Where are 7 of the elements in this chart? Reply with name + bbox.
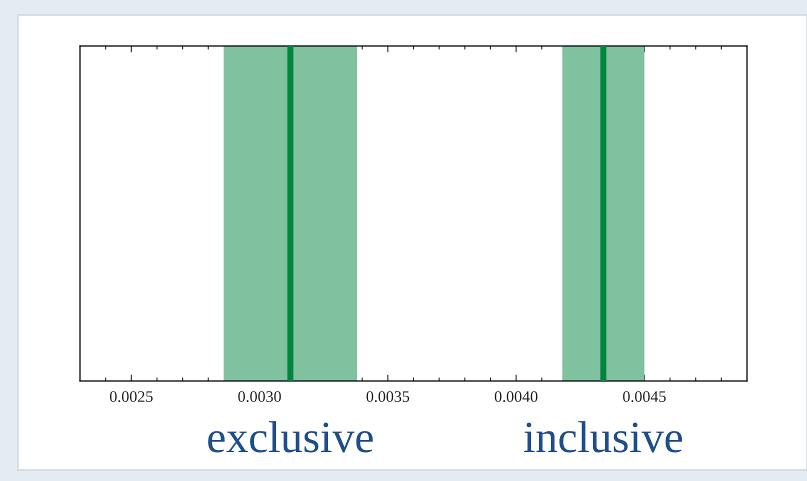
series-label: exclusive: [208, 421, 373, 452]
x-tick-label: 0.0040: [494, 391, 538, 402]
x-tick-label: 0.0030: [238, 391, 281, 402]
x-tick-label: 0.0045: [623, 391, 666, 402]
x-tick-label: 0.0025: [110, 391, 153, 402]
series-label: inclusive: [524, 421, 682, 452]
x-tick-label: 0.0035: [366, 391, 410, 402]
